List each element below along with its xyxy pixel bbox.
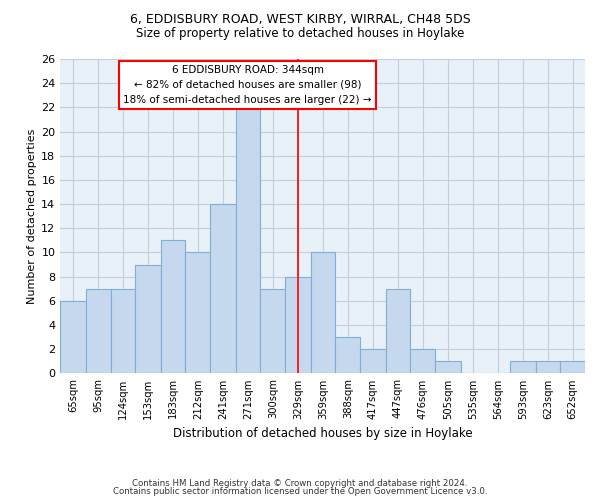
Bar — [311, 252, 335, 374]
Text: 6, EDDISBURY ROAD, WEST KIRBY, WIRRAL, CH48 5DS: 6, EDDISBURY ROAD, WEST KIRBY, WIRRAL, C… — [130, 12, 470, 26]
Bar — [210, 204, 236, 374]
Bar — [285, 276, 311, 374]
Y-axis label: Number of detached properties: Number of detached properties — [27, 128, 37, 304]
Text: Size of property relative to detached houses in Hoylake: Size of property relative to detached ho… — [136, 28, 464, 40]
Bar — [335, 337, 360, 374]
Bar — [435, 362, 461, 374]
Bar — [260, 289, 285, 374]
Bar — [360, 349, 386, 374]
Bar — [560, 362, 585, 374]
Bar — [161, 240, 185, 374]
Bar — [135, 264, 161, 374]
Bar — [185, 252, 210, 374]
Text: 6 EDDISBURY ROAD: 344sqm
← 82% of detached houses are smaller (98)
18% of semi-d: 6 EDDISBURY ROAD: 344sqm ← 82% of detach… — [124, 65, 372, 104]
Bar — [236, 108, 260, 374]
Bar — [410, 349, 435, 374]
Bar — [536, 362, 560, 374]
Bar — [510, 362, 536, 374]
Text: Contains public sector information licensed under the Open Government Licence v3: Contains public sector information licen… — [113, 487, 487, 496]
Bar — [386, 289, 410, 374]
Bar — [110, 289, 135, 374]
Bar — [86, 289, 110, 374]
X-axis label: Distribution of detached houses by size in Hoylake: Distribution of detached houses by size … — [173, 427, 472, 440]
Bar — [60, 301, 86, 374]
Text: Contains HM Land Registry data © Crown copyright and database right 2024.: Contains HM Land Registry data © Crown c… — [132, 478, 468, 488]
